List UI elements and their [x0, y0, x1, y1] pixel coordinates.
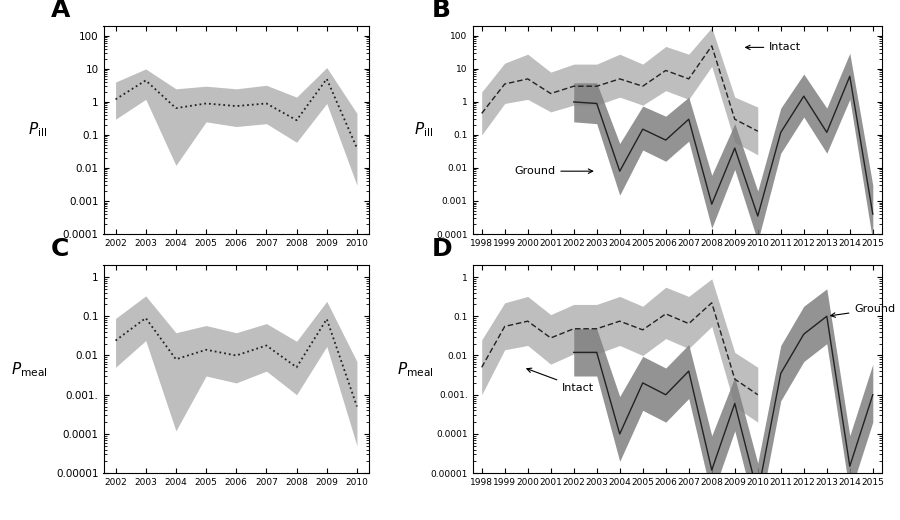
Text: D: D [432, 237, 452, 261]
Text: $P_{\mathrm{ill}}$: $P_{\mathrm{ill}}$ [28, 121, 47, 139]
Text: Ground: Ground [514, 166, 593, 176]
Text: Ground: Ground [831, 304, 896, 317]
Text: Intact: Intact [746, 43, 801, 53]
Text: B: B [432, 0, 451, 22]
Text: $P_{\mathrm{meal}}$: $P_{\mathrm{meal}}$ [397, 360, 434, 379]
Text: Intact: Intact [526, 368, 594, 393]
Text: A: A [50, 0, 70, 22]
Text: C: C [50, 237, 68, 261]
Text: $P_{\mathrm{ill}}$: $P_{\mathrm{ill}}$ [414, 121, 433, 139]
Text: $P_{\mathrm{meal}}$: $P_{\mathrm{meal}}$ [11, 360, 48, 379]
